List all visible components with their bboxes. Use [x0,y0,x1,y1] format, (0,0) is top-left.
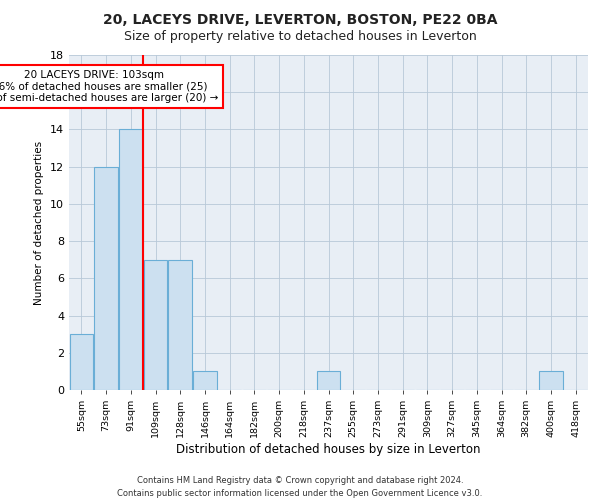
Bar [94,166,118,390]
Bar [193,372,217,390]
Bar [169,260,192,390]
Bar [317,372,340,390]
Text: 20, LACEYS DRIVE, LEVERTON, BOSTON, PE22 0BA: 20, LACEYS DRIVE, LEVERTON, BOSTON, PE22… [103,12,497,26]
Bar [144,260,167,390]
Bar [70,334,93,390]
Text: Contains HM Land Registry data © Crown copyright and database right 2024.
Contai: Contains HM Land Registry data © Crown c… [118,476,482,498]
Text: Size of property relative to detached houses in Leverton: Size of property relative to detached ho… [124,30,476,43]
Bar [539,372,563,390]
Bar [119,130,143,390]
Text: 20 LACEYS DRIVE: 103sqm
← 56% of detached houses are smaller (25)
44% of semi-de: 20 LACEYS DRIVE: 103sqm ← 56% of detache… [0,70,218,103]
Y-axis label: Number of detached properties: Number of detached properties [34,140,44,304]
X-axis label: Distribution of detached houses by size in Leverton: Distribution of detached houses by size … [176,443,481,456]
